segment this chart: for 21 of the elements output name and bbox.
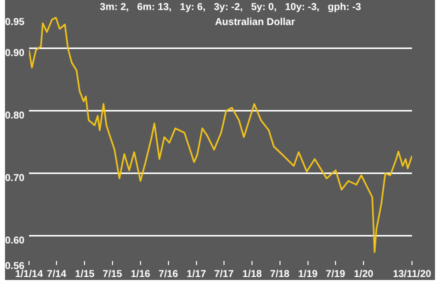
x-tick-label: 7/14 bbox=[46, 268, 67, 280]
x-tick-label: 7/15 bbox=[102, 268, 123, 280]
x-tick-label: 1/20 bbox=[354, 268, 374, 280]
y-tick-label: 0.90 bbox=[5, 48, 25, 60]
x-tick-label: 13/11/20 bbox=[392, 268, 432, 280]
x-tick-label: 7/17 bbox=[214, 268, 234, 280]
y-tick-label: 0.95 bbox=[5, 16, 25, 28]
y-tick-label: 0.70 bbox=[5, 173, 25, 184]
x-tick-label: 1/18 bbox=[242, 268, 262, 280]
x-tick-label: 1/15 bbox=[75, 268, 95, 280]
y-tick-label: 0.80 bbox=[5, 110, 25, 122]
x-tick-label: 7/19 bbox=[326, 268, 346, 280]
x-tick-label: 7/16 bbox=[158, 268, 178, 280]
y-tick-label: 0.60 bbox=[5, 236, 25, 247]
x-tick-label: 1/19 bbox=[298, 268, 318, 280]
x-tick-label: 7/18 bbox=[270, 268, 290, 280]
x-tick-label: 1/16 bbox=[130, 268, 151, 280]
x-tick-label: 1/1/14 bbox=[15, 268, 44, 280]
chart-subtitle: 3m: 2, 6m: 13, 1y: 6, 3y: -2, 5y: 0, 10y: -3, gph: -3 bbox=[100, 2, 362, 13]
chart-title: Australian Dollar bbox=[214, 16, 296, 28]
x-tick-label: 1/17 bbox=[186, 268, 207, 280]
